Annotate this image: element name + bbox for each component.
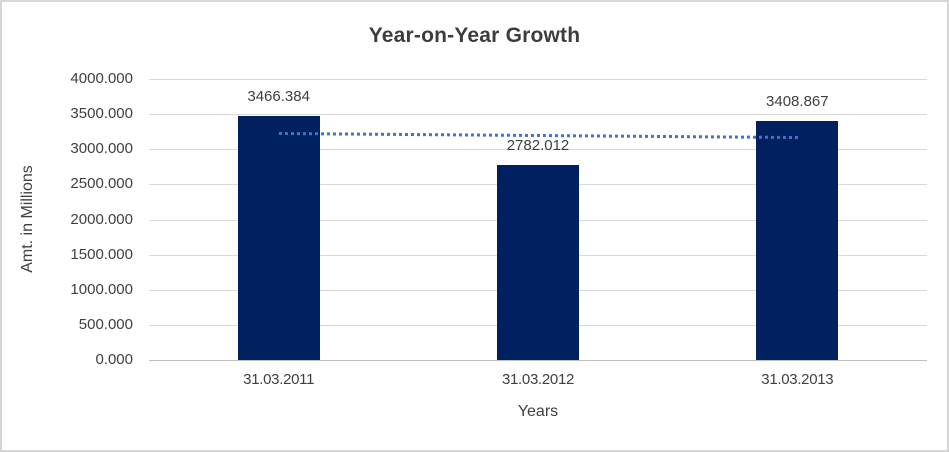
gridline	[149, 114, 927, 116]
y-tick-label: 3000.000	[70, 140, 133, 158]
gridline	[149, 79, 927, 80]
gridline	[149, 149, 927, 151]
x-axis-line	[149, 360, 927, 361]
trendline	[278, 131, 798, 139]
chart-title: Year-on-Year Growth	[368, 24, 581, 47]
gridline	[149, 184, 927, 186]
y-axis-title: Amt. in Millions	[19, 165, 36, 273]
y-tick-label: 0.000	[95, 351, 133, 368]
y-tick-label: 3500.000	[70, 105, 133, 123]
y-tick-label: 1000.000	[70, 280, 133, 298]
gridline	[149, 324, 927, 326]
bar-data-label: 2782.012	[506, 136, 570, 154]
y-tick-label: 500.000	[78, 315, 133, 333]
bar-data-label: 3408.867	[766, 92, 829, 110]
category-label: 31.03.2013	[761, 371, 834, 388]
category-label: 31.03.2011	[243, 371, 315, 388]
bar	[756, 120, 839, 360]
x-axis-title: Years	[517, 403, 559, 420]
bar	[237, 116, 320, 360]
gridline	[149, 289, 927, 291]
gridline	[149, 254, 927, 256]
gridline	[149, 219, 927, 221]
category-label: 31.03.2012	[501, 371, 575, 388]
bar-data-label: 3466.384	[247, 88, 310, 106]
bar	[497, 164, 579, 360]
y-tick-label: 4000.000	[70, 70, 133, 87]
